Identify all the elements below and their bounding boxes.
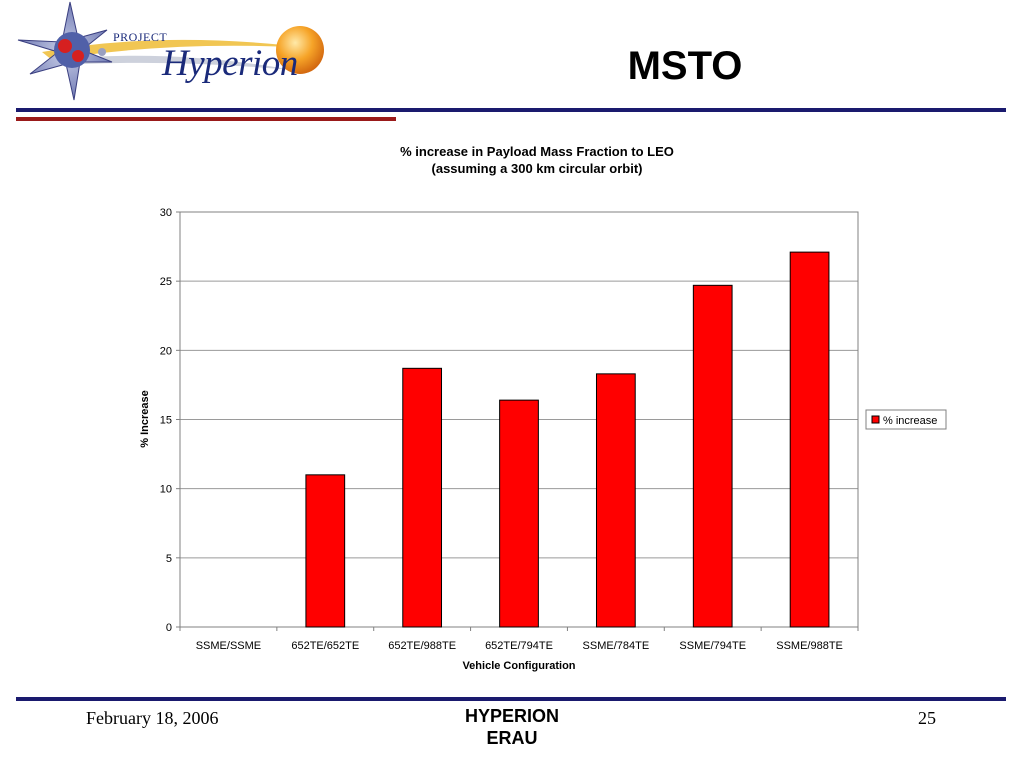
y-tick-label: 30 (160, 207, 172, 219)
legend: % increase (865, 409, 947, 430)
header-rule-navy (16, 108, 1006, 112)
legend-swatch (871, 415, 880, 424)
chart-title-line2: (assuming a 300 km circular orbit) (432, 161, 643, 176)
x-tick-label: SSME/784TE (583, 640, 650, 652)
bar (789, 251, 830, 628)
bar (595, 373, 636, 628)
project-hyperion-logo: PROJECT Hyperion (12, 0, 332, 105)
logo-graphic (17, 1, 324, 101)
logo-project-text: PROJECT (113, 30, 168, 44)
page-number: 25 (918, 708, 936, 728)
x-tick-label: SSME/SSME (196, 640, 261, 652)
bar-chart: % increase in Payload Mass Fraction to L… (139, 144, 947, 672)
x-tick-labels: SSME/SSME 652TE/652TE 652TE/988TE 652TE/794… (179, 627, 859, 652)
x-tick-label: 652TE/794TE (485, 640, 553, 652)
x-tick-label: 652TE/988TE (388, 640, 456, 652)
x-tick-label: 652TE/652TE (291, 640, 359, 652)
chart-title-line1: % increase in Payload Mass Fraction to L… (400, 144, 674, 159)
x-axis-label: Vehicle Configuration (462, 660, 575, 672)
y-axis-label: % Increase (139, 390, 151, 447)
y-tick-label: 20 (160, 345, 172, 357)
slide-title: MSTO (627, 44, 743, 88)
x-tick-label: SSME/988TE (776, 640, 843, 652)
bar (499, 399, 539, 628)
bar (305, 474, 346, 628)
y-tick-label: 5 (166, 553, 172, 565)
y-tick-label: 0 (166, 622, 172, 634)
x-tick-label: SSME/794TE (679, 640, 746, 652)
footer-date: February 18, 2006 (86, 708, 219, 728)
footer-center-text: HYPERION ERAU (412, 705, 612, 749)
header-rule-red (16, 117, 396, 121)
bar (402, 367, 443, 628)
y-tick-label: 25 (160, 276, 172, 288)
footer-rule-navy (16, 697, 1006, 701)
y-tick-labels: 0 5 10 15 20 25 30 (160, 207, 180, 634)
footer-center-line1: HYPERION (464, 706, 560, 726)
bar (692, 284, 733, 628)
legend-box (865, 409, 947, 430)
bars (305, 251, 830, 628)
y-tick-label: 10 (160, 484, 172, 496)
y-tick-label: 15 (160, 415, 172, 427)
legend-label: % increase (883, 415, 937, 427)
footer-center-line2: ERAU (486, 728, 538, 748)
logo-hyperion-text: Hyperion (162, 43, 298, 84)
